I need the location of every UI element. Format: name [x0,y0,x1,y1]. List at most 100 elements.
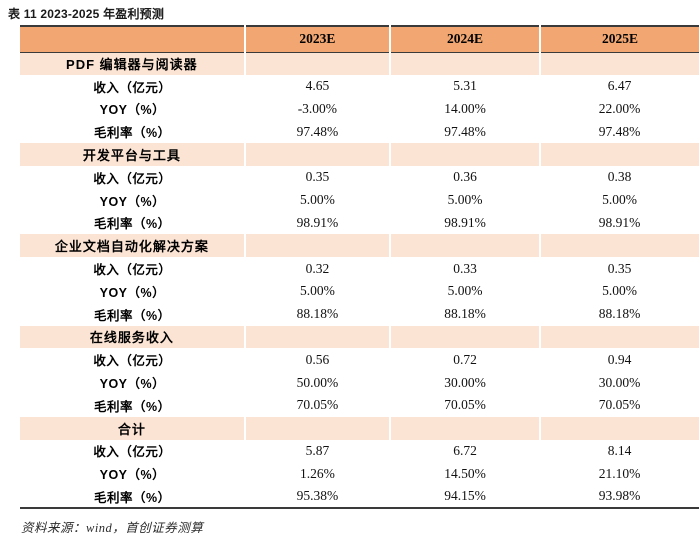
value-cell: 1.26% [299,465,335,481]
table-header-row: 2023E 2024E 2025E [20,26,699,53]
row-label: 收入（亿元） [93,171,172,186]
value-cell: 94.15% [444,488,486,504]
section-empty-cell [243,52,391,75]
forecast-table-container: 2023E 2024E 2025E PDF 编辑器与阅读器 收入（亿元） 4.65 5… [20,25,699,509]
value-cell: 88.18% [444,306,486,322]
value-cell: 0.32 [305,260,330,276]
table-row: 收入（亿元） 0.56 0.72 0.94 [20,348,699,372]
value-cell: 5.00% [447,283,483,299]
section-title: PDF 编辑器与阅读器 [66,57,198,73]
header-corner-cell [20,26,245,53]
section-empty-cell [243,143,391,166]
value-cell: 30.00% [444,374,486,390]
value-cell: 97.48% [444,123,486,139]
row-label: 毛利率（%） [94,217,171,232]
value-cell: 5.31 [453,78,477,94]
value-cell: 6.47 [607,78,632,94]
section-title: 企业文档自动化解决方案 [54,239,209,255]
forecast-table: 2023E 2024E 2025E PDF 编辑器与阅读器 收入（亿元） 4.65 5… [20,25,699,509]
section-empty-cell [539,52,699,75]
row-label: YOY（%） [99,194,166,209]
value-cell: 8.14 [607,442,632,458]
row-label: 毛利率（%） [94,490,171,505]
section-empty-cell [389,416,541,440]
value-cell: 0.33 [453,260,477,276]
table-row: 毛利率（%） 88.18% 88.18% 88.18% [20,302,699,326]
value-cell: 4.65 [305,78,330,94]
table-row: YOY（%） 50.00% 30.00% 30.00% [20,371,699,394]
value-cell: 88.18% [296,306,339,322]
section-empty-cell [389,143,541,166]
value-cell: 88.18% [598,306,641,322]
value-cell: 5.87 [305,442,330,458]
header-year-2024e: 2024E [389,26,541,53]
row-label: 收入（亿元） [93,80,172,95]
value-cell: 5.00% [299,192,335,208]
section-title: 开发平台与工具 [82,148,181,164]
value-cell: 97.48% [598,123,641,139]
value-cell: 50.00% [296,374,339,390]
value-cell: 5.00% [447,192,483,208]
table-row: 收入（亿元） 5.87 6.72 8.14 [20,439,699,463]
table-row: 毛利率（%） 95.38% 94.15% 93.98% [20,485,699,508]
table-row: YOY（%） 5.00% 5.00% 5.00% [20,188,699,212]
value-cell: 0.56 [305,351,330,367]
value-cell: 5.00% [602,283,637,299]
section-title: 合计 [117,421,146,437]
value-cell: 98.91% [444,214,486,230]
header-year-2025e: 2025E [539,26,699,53]
table-row: 收入（亿元） 4.65 5.31 6.47 [20,74,699,98]
section-empty-cell [539,325,699,349]
value-cell: 95.38% [296,488,339,504]
value-cell: 97.48% [296,123,339,139]
value-cell: -3.00% [297,100,338,116]
row-label: YOY（%） [99,468,166,483]
value-cell: 6.72 [453,442,477,458]
section-empty-cell [389,325,541,349]
section-empty-cell [243,325,391,349]
section-header-row: 开发平台与工具 [20,143,699,166]
section-empty-cell [243,416,391,440]
table-row: YOY（%） 5.00% 5.00% 5.00% [20,279,699,303]
value-cell: 14.50% [444,465,486,481]
row-label: 毛利率（%） [94,308,171,323]
value-cell: 5.00% [602,192,637,208]
table-row: 收入（亿元） 0.35 0.36 0.38 [20,165,699,189]
value-cell: 22.00% [598,100,641,116]
row-label: YOY（%） [99,377,166,392]
row-label: 收入（亿元） [93,445,172,460]
value-cell: 0.36 [453,169,477,185]
table-body: PDF 编辑器与阅读器 收入（亿元） 4.65 5.31 6.47 YOY（%） -3.00… [20,52,699,508]
header-year-2023e: 2023E [243,26,391,53]
value-cell: 93.98% [598,488,641,504]
table-row: 毛利率（%） 97.48% 97.48% 97.48% [20,120,699,144]
value-cell: 98.91% [598,214,641,230]
table-row: YOY（%） -3.00% 14.00% 22.00% [20,97,699,121]
section-empty-cell [539,234,699,258]
section-header-row: 合计 [20,416,699,440]
section-empty-cell [539,143,699,166]
value-cell: 0.38 [607,169,632,185]
value-cell: 0.35 [305,169,330,185]
row-label: YOY（%） [99,103,166,118]
value-cell: 70.05% [598,397,641,413]
table-row: 毛利率（%） 98.91% 98.91% 98.91% [20,211,699,235]
value-cell: 70.05% [296,397,339,413]
value-cell: 21.10% [598,465,641,481]
section-empty-cell [389,52,541,75]
section-title: 在线服务收入 [89,330,174,346]
section-header-row: 在线服务收入 [20,325,699,349]
section-empty-cell [539,416,699,440]
value-cell: 0.94 [607,351,632,367]
row-label: 收入（亿元） [93,263,172,278]
value-cell: 98.91% [296,214,339,230]
value-cell: 70.05% [444,397,486,413]
value-cell: 5.00% [299,283,335,299]
section-empty-cell [389,234,541,258]
table-row: 毛利率（%） 70.05% 70.05% 70.05% [20,393,699,417]
source-note: 资料来源：wind，首创证券测算 [21,520,204,535]
section-header-row: 企业文档自动化解决方案 [20,234,699,258]
value-cell: 0.35 [607,260,632,276]
value-cell: 14.00% [444,100,486,116]
section-header-row: PDF 编辑器与阅读器 [20,52,699,75]
